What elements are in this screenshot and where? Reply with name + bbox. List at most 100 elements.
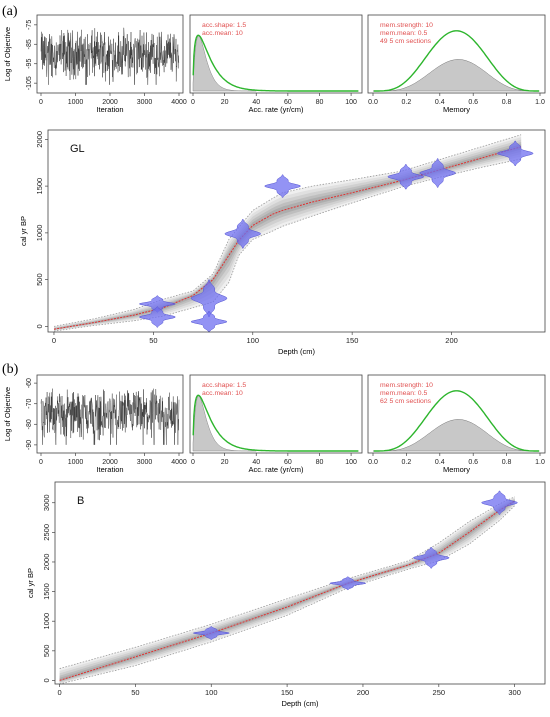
age-model-ytick-label: 0: [35, 324, 44, 328]
iteration-ylabel: Log of Objective: [3, 387, 12, 441]
iteration-trace: [40, 388, 180, 446]
mem-xlabel: Memory: [443, 465, 470, 474]
iteration-plot-xtick-label: 4000: [171, 99, 187, 106]
iteration-plot-xtick-label: 0: [39, 459, 43, 466]
iteration-plot-xtick-label: 1000: [68, 99, 84, 106]
iteration-plot-xtick-label: 1000: [68, 459, 84, 466]
age-model-site-label: B: [77, 495, 84, 507]
dated-sample: [192, 626, 230, 640]
acc-plot-xtick-label: 0: [191, 99, 195, 106]
iteration-plot-ytick-label: -95: [26, 59, 33, 69]
acc-posterior: [192, 395, 257, 452]
acc-xlabel: Acc. rate (yr/cm): [248, 465, 304, 474]
dated-sample: [329, 576, 367, 591]
acc-plot-xtick-label: 100: [345, 459, 357, 466]
mem-plot-xtick-label: 1.0: [535, 459, 545, 466]
iteration-plot-ytick-label: -85: [26, 39, 33, 49]
age-model-ytick-label: 1000: [35, 225, 44, 242]
age-model-xtick-label: 150: [346, 336, 359, 345]
mem-posterior: [373, 59, 539, 92]
mem-legend-entry: mem.mean: 0.5: [380, 390, 427, 397]
dated-sample: [138, 306, 176, 328]
model-envelope-band: [59, 496, 515, 684]
age-model-ytick-label: 1000: [42, 613, 51, 630]
acc-plot-xtick-label: 40: [252, 99, 260, 106]
model-envelope-band: [59, 498, 515, 683]
age-model-frame: [54, 481, 546, 685]
age-model-ylabel: cal yr BP: [19, 216, 28, 246]
acc-prior-curve: [192, 34, 359, 92]
iteration-plot-xtick-label: 2000: [102, 99, 118, 106]
acc-legend-entry: acc.shape: 1.5: [202, 22, 246, 29]
iteration-plot-xtick-label: 0: [39, 99, 43, 106]
age-model-ytick-label: 1500: [42, 583, 51, 600]
mem-plot-xtick-label: 0.6: [468, 99, 478, 106]
acc-plot-xtick-label: 80: [316, 459, 324, 466]
age-model-site-label: GL: [70, 143, 85, 155]
dated-sample: [264, 174, 301, 198]
mem-prior-curve: [373, 30, 540, 92]
mem-posterior: [373, 419, 539, 452]
acc-legend-entry: acc.mean: 10: [202, 390, 243, 397]
age-model-xtick-label: 0: [52, 336, 56, 345]
acc-plot-xtick-label: 20: [221, 99, 229, 106]
age-model-xtick-label: 100: [247, 336, 260, 345]
iteration-plot-xtick-label: 3000: [137, 459, 153, 466]
dated-sample: [496, 140, 534, 166]
dated-sample: [481, 490, 518, 515]
mem-plot-xtick-label: 0.8: [502, 99, 512, 106]
mem-plot-xtick-label: 1.0: [535, 99, 545, 106]
mem-legend-entry: 62 5 cm sections: [380, 398, 432, 405]
age-model-ytick-label: 0: [42, 678, 51, 682]
dated-sample: [412, 547, 450, 569]
age-model-ytick-label: 500: [42, 645, 51, 658]
age-model-xtick-label: 150: [281, 688, 294, 697]
panel-b-label: (b): [2, 362, 19, 377]
acc-plot-xtick-label: 0: [191, 459, 195, 466]
panel-b-diagnostics: 0 1000 2000 3000 4000-60-70-80-90IterationLo…: [3, 374, 546, 474]
age-model-ytick-label: 2500: [42, 524, 51, 541]
panel-b-age-model: 0 50 100 150 200 250 3000500100015002000250030…: [26, 481, 546, 708]
age-model-xtick-label: 100: [205, 688, 218, 697]
mem-legend-entry: mem.strength: 10: [380, 382, 433, 389]
acc-plot-xtick-label: 20: [221, 459, 229, 466]
mem-plot-xtick-label: 0.0: [368, 459, 378, 466]
iteration-plot-ytick-label: -60: [26, 378, 33, 388]
iteration-plot-xtick-label: 2000: [102, 459, 118, 466]
age-model-ytick-label: 3000: [42, 494, 51, 511]
acc-plot-xtick-label: 60: [284, 99, 292, 106]
mem-plot-xtick-label: 0.4: [435, 99, 445, 106]
iteration-plot-xtick-label: 4000: [171, 459, 187, 466]
age-model-xtick-label: 300: [508, 688, 521, 697]
age-model-ytick-label: 500: [35, 273, 44, 286]
dated-sample: [224, 219, 262, 249]
iteration-plot-ytick-label: -70: [26, 399, 33, 409]
iteration-plot-ytick-label: -75: [26, 20, 33, 30]
mem-legend-entry: mem.mean: 0.5: [380, 30, 427, 37]
mem-plot-xtick-label: 0.2: [402, 99, 412, 106]
model-envelope-band: [59, 499, 515, 682]
iteration-plot-ytick-label: -105: [26, 76, 33, 90]
iteration-xlabel: Iteration: [96, 465, 123, 474]
mem-plot-xtick-label: 0.8: [502, 459, 512, 466]
age-model-xtick-label: 50: [149, 336, 157, 345]
age-model-xlabel: Depth (cm): [281, 699, 319, 708]
acc-plot-xtick-label: 60: [284, 459, 292, 466]
age-model-xtick-label: 200: [445, 336, 458, 345]
acc-plot-frame: [189, 14, 363, 94]
acc-legend-entry: acc.shape: 1.5: [202, 382, 246, 389]
acc-prior-curve: [192, 394, 359, 452]
age-model-xtick-label: 200: [357, 688, 370, 697]
age-model-ylabel: cal yr BP: [26, 568, 35, 598]
model-median-line: [59, 500, 515, 681]
mem-legend-entry: mem.strength: 10: [380, 22, 433, 29]
acc-legend-entry: acc.mean: 10: [202, 30, 243, 37]
age-model-frame: [47, 129, 546, 333]
age-model-xtick-label: 50: [131, 688, 139, 697]
iteration-plot-xtick-label: 3000: [137, 99, 153, 106]
iteration-xlabel: Iteration: [96, 105, 123, 114]
acc-plot-xtick-label: 40: [252, 459, 260, 466]
panel-a-label: (a): [2, 4, 18, 19]
dated-sample: [190, 311, 228, 333]
